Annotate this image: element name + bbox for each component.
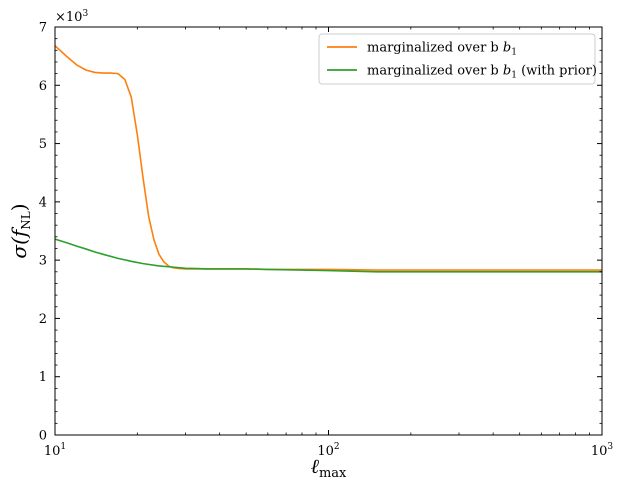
y-multiplier: ×103 (55, 9, 88, 25)
y-tick-label: 2 (39, 312, 47, 327)
plot-area (55, 27, 602, 435)
legend-label-1: marginalized over b b1 (367, 41, 517, 58)
y-axis-title: σ(fNL) (7, 203, 33, 258)
y-tick-label: 7 (39, 21, 47, 36)
axes: 0 1 2 3 4 5 6 7 101 102 103 ×103 ℓmax σ(fNL) (7, 9, 613, 481)
y-tick-label: 6 (39, 79, 47, 94)
plot-background (55, 27, 602, 435)
legend-box (318, 33, 596, 85)
y-tick-label: 5 (39, 137, 47, 152)
legend-label-2: marginalized over b b1 (with prior) (367, 64, 597, 81)
x-tick-label: 103 (591, 442, 614, 459)
y-tick-label: 3 (39, 254, 47, 269)
series-layer (54, 45, 602, 273)
y-tick-label: 1 (39, 370, 47, 385)
series-line-2 (54, 238, 602, 273)
legend: marginalized over b b1 marginalized over … (318, 33, 597, 85)
y-tick-label: 0 (39, 429, 47, 444)
y-tick-label: 4 (39, 195, 47, 210)
x-axis-title: ℓmax (311, 454, 347, 481)
x-tick-label: 101 (44, 442, 66, 459)
x-tick-label: 102 (317, 442, 339, 459)
